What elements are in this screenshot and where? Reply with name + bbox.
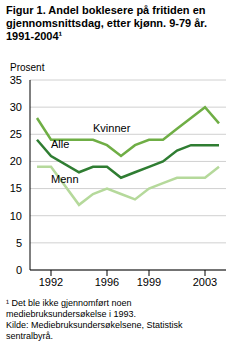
svg-text:Alle: Alle <box>51 138 69 150</box>
svg-text:1996: 1996 <box>95 276 119 288</box>
svg-text:Kvinner: Kvinner <box>93 122 131 134</box>
svg-text:35: 35 <box>10 74 22 86</box>
svg-text:1999: 1999 <box>137 276 161 288</box>
svg-text:0: 0 <box>16 264 22 276</box>
html-text:Prosent: Prosent <box>10 62 45 73</box>
svg-text:Menn: Menn <box>51 173 79 185</box>
html-text:¹ Det ble ikke gjennomført noe: ¹ Det ble ikke gjennomført noen mediebru… <box>6 298 137 319</box>
html-text:Kilde: Mediebruksundersøkelsen: Kilde: Mediebruksundersøkelsene, Statist… <box>6 320 183 341</box>
svg-text:15: 15 <box>10 182 22 194</box>
svg-text:30: 30 <box>10 101 22 113</box>
svg-text:5: 5 <box>16 237 22 249</box>
svg-text:25: 25 <box>10 128 22 140</box>
svg-text:20: 20 <box>10 155 22 167</box>
svg-text:2003: 2003 <box>193 276 217 288</box>
svg-text:10: 10 <box>10 210 22 222</box>
svg-text:1992: 1992 <box>39 276 63 288</box>
html-text:Figur 1. Andel boklesere på fr: Figur 1. Andel boklesere på fritiden en … <box>6 4 208 42</box>
